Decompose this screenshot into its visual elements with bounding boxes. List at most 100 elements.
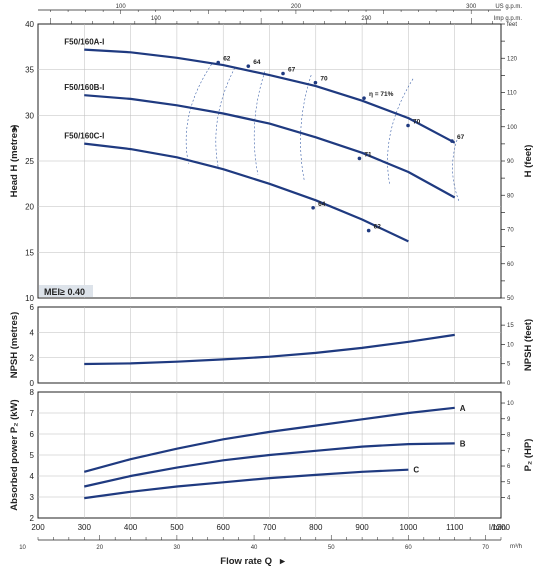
- x-tick-label: 900: [355, 523, 369, 532]
- efficiency-label: 67: [288, 66, 296, 73]
- x-tick-label: 1200: [492, 523, 510, 532]
- head-y-tick-label: 25: [25, 157, 34, 166]
- head-curve-label: F50/160B-I: [64, 83, 104, 92]
- power-y2-tick-label: 5: [507, 480, 511, 486]
- power-curve-label: B: [460, 439, 466, 448]
- head-axis-arrow-icon: ▸: [9, 124, 20, 131]
- x-tick-label: 200: [31, 523, 45, 532]
- head-y2-tick-label: 90: [507, 159, 514, 165]
- head-y2-tick-label: 70: [507, 228, 514, 234]
- x-tick-label: 400: [124, 523, 138, 532]
- efficiency-label: 64: [253, 59, 261, 66]
- npsh-y-tick-label: 6: [30, 303, 35, 312]
- efficiency-label: 62: [223, 56, 231, 63]
- head-y-tick-label: 20: [25, 203, 34, 212]
- power-y-tick-label: 4: [30, 472, 35, 481]
- head-y2-tick-label: 110: [507, 91, 517, 97]
- head-y2-axis-title: H (feet): [523, 145, 534, 178]
- npsh-y2-tick-label: 10: [507, 342, 514, 348]
- x-tick-label: 300: [78, 523, 92, 532]
- head-y2-tick-label: feet: [507, 22, 517, 28]
- head-y2-tick-label: 100: [507, 125, 518, 131]
- head-curve-label: F50/160A-I: [64, 38, 104, 47]
- efficiency-label: 71: [364, 151, 372, 158]
- efficiency-point: [450, 139, 454, 143]
- imp-gpm-tick-label: 200: [361, 16, 372, 22]
- flow-rate-title: Flow rate Q: [220, 556, 272, 567]
- efficiency-iso-line: [300, 75, 312, 181]
- head-curve-0: [84, 48, 456, 144]
- efficiency-iso-line: [387, 78, 414, 186]
- npsh-y2-tick-label: 0: [507, 381, 511, 387]
- power-curve-B: [84, 442, 455, 488]
- power-y-tick-label: 8: [30, 388, 35, 397]
- head-y2-tick-label: 120: [507, 56, 518, 62]
- efficiency-iso-line: [452, 139, 460, 203]
- power-y2-tick-label: 9: [507, 417, 511, 423]
- us-gpm-unit: US g.p.m.: [495, 4, 522, 10]
- head-y-tick-label: 15: [25, 248, 34, 257]
- efficiency-point: [216, 60, 220, 65]
- power-y-tick-label: 5: [30, 451, 35, 460]
- power-curve-C: [84, 468, 409, 500]
- efficiency-iso-line: [185, 64, 212, 164]
- power-curve-label: A: [460, 404, 466, 413]
- npsh-y-tick-label: 2: [30, 354, 35, 363]
- us-gpm-tick-label: 200: [291, 4, 302, 10]
- head-y-tick-label: 10: [25, 294, 34, 303]
- npsh-y-tick-label: 0: [30, 379, 35, 388]
- m3h-tick-label: 20: [96, 545, 103, 551]
- m3h-tick-label: 30: [174, 545, 181, 551]
- efficiency-iso-line: [253, 71, 266, 175]
- head-y2-tick-label: 80: [507, 193, 514, 199]
- power-y2-tick-label: 7: [507, 448, 511, 454]
- x-tick-label: 800: [309, 523, 323, 532]
- m3h-tick-label: 40: [251, 545, 258, 551]
- head-y-tick-label: 40: [25, 20, 34, 29]
- efficiency-iso-line: [215, 67, 236, 170]
- m3h-tick-label: 60: [405, 545, 412, 551]
- m3h-tick-label: 50: [328, 545, 335, 551]
- power-y-tick-label: 3: [30, 493, 35, 502]
- x-tick-label: 700: [263, 523, 277, 532]
- npsh-y2-tick-label: 15: [507, 323, 514, 329]
- mei-badge: [39, 285, 93, 297]
- flow-rate-arrow-icon: ▸: [279, 556, 286, 567]
- npsh-y-tick-label: 4: [30, 328, 35, 337]
- efficiency-label: 67: [457, 134, 465, 141]
- power-y2-tick-label: 6: [507, 464, 511, 470]
- head-y-tick-label: 30: [25, 111, 34, 120]
- imp-gpm-tick-label: 100: [151, 16, 162, 22]
- m3h-tick-label: 70: [482, 545, 489, 551]
- npsh-curve: [84, 333, 455, 366]
- npsh-y-axis-title: NPSH (metres): [9, 312, 20, 379]
- power-y-axis-title: Absorbed power P₂ (kW): [9, 399, 20, 510]
- efficiency-point: [362, 96, 366, 100]
- efficiency-label: η = 71%: [369, 91, 394, 98]
- efficiency-point: [357, 156, 362, 161]
- power-y2-tick-label: 8: [507, 433, 511, 439]
- imp-gpm-unit: Imp g.p.m.: [494, 16, 523, 22]
- efficiency-label: 64: [318, 201, 326, 208]
- power-y2-axis-title: P₂ (HP): [523, 439, 534, 472]
- head-curve-2: [84, 142, 409, 243]
- mei-label: MEI≥ 0.40: [44, 287, 85, 297]
- us-gpm-tick-label: 100: [116, 4, 127, 10]
- x-tick-label: 600: [217, 523, 231, 532]
- efficiency-label: 70: [320, 76, 328, 83]
- efficiency-label: 70: [413, 119, 421, 126]
- m3h-unit: m³/h: [510, 544, 522, 550]
- efficiency-point: [406, 123, 410, 128]
- head-y2-tick-label: 60: [507, 262, 514, 268]
- head-y2-tick-label: 50: [507, 296, 514, 302]
- us-gpm-tick-label: 300: [466, 4, 477, 10]
- power-curve-label: C: [413, 466, 419, 475]
- x-tick-label: 1000: [400, 523, 418, 532]
- head-y-tick-label: 35: [25, 66, 34, 75]
- efficiency-point: [246, 64, 251, 68]
- lmin-unit: l/min: [489, 523, 506, 532]
- x-tick-label: 500: [170, 523, 184, 532]
- head-curve-label: F50/160C-I: [64, 132, 104, 141]
- efficiency-point: [311, 205, 315, 210]
